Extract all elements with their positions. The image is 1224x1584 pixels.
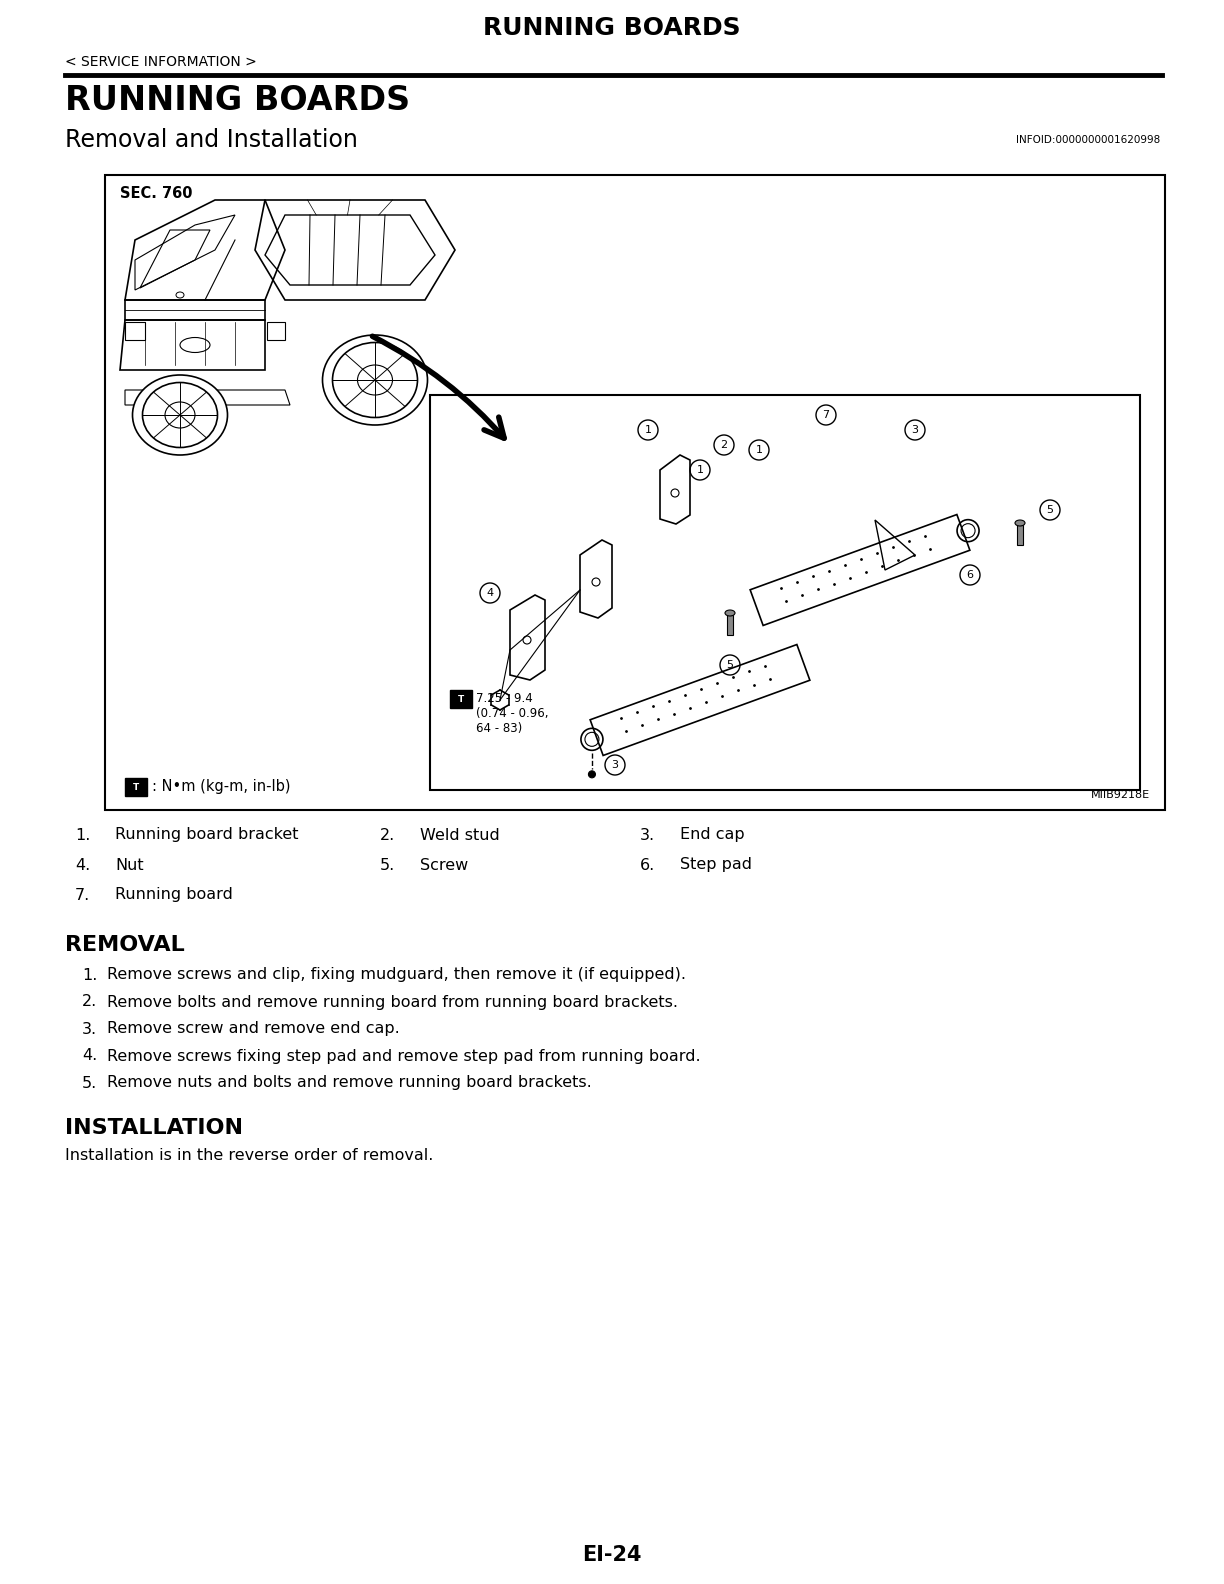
Text: 1: 1 xyxy=(645,425,651,436)
Text: T: T xyxy=(458,694,464,703)
Bar xyxy=(450,691,472,708)
Bar xyxy=(1017,524,1023,545)
Text: 3: 3 xyxy=(912,425,918,436)
Ellipse shape xyxy=(589,771,595,778)
Text: 5.: 5. xyxy=(82,1076,97,1090)
Text: 7.25 - 9.4
(0.74 - 0.96,
64 - 83): 7.25 - 9.4 (0.74 - 0.96, 64 - 83) xyxy=(476,692,548,735)
Text: End cap: End cap xyxy=(681,827,744,843)
Ellipse shape xyxy=(1015,520,1024,526)
Text: 3.: 3. xyxy=(82,1022,97,1036)
Text: < SERVICE INFORMATION >: < SERVICE INFORMATION > xyxy=(65,55,257,70)
Text: 2: 2 xyxy=(721,440,727,450)
Text: Running board bracket: Running board bracket xyxy=(115,827,299,843)
Bar xyxy=(125,778,147,797)
Text: 5.: 5. xyxy=(379,857,395,873)
Text: Removal and Installation: Removal and Installation xyxy=(65,128,357,152)
Text: INFOID:0000000001620998: INFOID:0000000001620998 xyxy=(1016,135,1160,146)
Text: 3: 3 xyxy=(612,760,618,770)
Ellipse shape xyxy=(132,375,228,455)
Text: Weld stud: Weld stud xyxy=(420,827,499,843)
Bar xyxy=(105,174,1165,809)
Bar xyxy=(125,322,144,341)
Text: 4.: 4. xyxy=(82,1049,97,1063)
Text: RUNNING BOARDS: RUNNING BOARDS xyxy=(483,16,741,40)
Text: Screw: Screw xyxy=(420,857,469,873)
Text: Remove screws fixing step pad and remove step pad from running board.: Remove screws fixing step pad and remove… xyxy=(106,1049,700,1063)
Text: Remove screws and clip, fixing mudguard, then remove it (if equipped).: Remove screws and clip, fixing mudguard,… xyxy=(106,968,685,982)
Text: Remove bolts and remove running board from running board brackets.: Remove bolts and remove running board fr… xyxy=(106,995,678,1009)
Text: 6.: 6. xyxy=(640,857,655,873)
Text: Step pad: Step pad xyxy=(681,857,752,873)
Text: Installation is in the reverse order of removal.: Installation is in the reverse order of … xyxy=(65,1147,433,1163)
Text: REMOVAL: REMOVAL xyxy=(65,935,185,955)
Text: SEC. 760: SEC. 760 xyxy=(120,185,192,201)
Text: 4: 4 xyxy=(486,588,493,599)
Bar xyxy=(267,322,285,341)
Text: INSTALLATION: INSTALLATION xyxy=(65,1118,244,1137)
Text: 5: 5 xyxy=(727,661,733,670)
Text: 3.: 3. xyxy=(640,827,655,843)
Ellipse shape xyxy=(725,610,734,616)
Text: Running board: Running board xyxy=(115,887,233,903)
Text: 7: 7 xyxy=(823,410,830,420)
Text: 1: 1 xyxy=(755,445,763,455)
Text: 6: 6 xyxy=(967,570,973,580)
Text: 2.: 2. xyxy=(379,827,395,843)
Text: : N•m (kg-m, in-lb): : N•m (kg-m, in-lb) xyxy=(152,779,290,795)
Text: EI-24: EI-24 xyxy=(583,1544,641,1565)
Text: Remove nuts and bolts and remove running board brackets.: Remove nuts and bolts and remove running… xyxy=(106,1076,591,1090)
Bar xyxy=(727,615,733,635)
Text: 7.: 7. xyxy=(75,887,91,903)
Text: T: T xyxy=(133,782,140,792)
Text: Remove screw and remove end cap.: Remove screw and remove end cap. xyxy=(106,1022,400,1036)
Text: 1: 1 xyxy=(696,466,704,475)
Text: RUNNING BOARDS: RUNNING BOARDS xyxy=(65,84,410,117)
Text: 2.: 2. xyxy=(82,995,97,1009)
Text: Nut: Nut xyxy=(115,857,143,873)
Text: 4.: 4. xyxy=(75,857,91,873)
Text: 1.: 1. xyxy=(82,968,98,982)
Text: 5: 5 xyxy=(1047,505,1054,515)
Ellipse shape xyxy=(322,334,427,425)
Bar xyxy=(430,394,1140,790)
Text: MIIB9218E: MIIB9218E xyxy=(1091,790,1151,800)
Text: 1.: 1. xyxy=(75,827,91,843)
